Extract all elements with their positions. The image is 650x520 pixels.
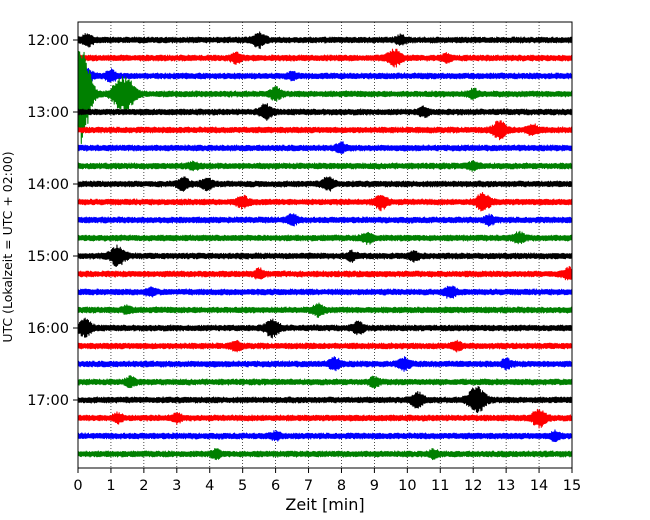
x-tick-label: 6 bbox=[271, 478, 280, 494]
trace-line-11 bbox=[77, 230, 573, 246]
y-axis-label: UTC (Lokalzeit = UTC + 02:00) bbox=[0, 151, 15, 342]
trace-line-1 bbox=[77, 48, 573, 68]
x-tick-label: 15 bbox=[563, 478, 581, 494]
x-tick-label: 5 bbox=[238, 478, 247, 494]
x-axis-label: Zeit [min] bbox=[285, 495, 364, 514]
y-tick-label: 17:00 bbox=[27, 393, 69, 409]
x-tick-label: 12 bbox=[464, 478, 482, 494]
x-tick-label: 0 bbox=[73, 478, 82, 494]
trace-line-4 bbox=[77, 103, 573, 121]
trace-line-17 bbox=[77, 339, 573, 353]
trace-line-21 bbox=[77, 408, 573, 429]
y-tick-label: 15:00 bbox=[27, 249, 69, 265]
x-axis-ticks: 0 1 2 3 4 5 6 7 8 9 10 11 12 13 14 15 bbox=[73, 468, 581, 494]
trace-line-13 bbox=[77, 265, 573, 281]
trace-line-22 bbox=[77, 429, 573, 443]
x-tick-label: 7 bbox=[304, 478, 313, 494]
x-tick-label: 13 bbox=[497, 478, 515, 494]
trace-line-0 bbox=[77, 31, 573, 50]
trace-line-19 bbox=[77, 375, 573, 389]
trace-line-3 bbox=[77, 50, 573, 145]
plot-frame bbox=[77, 21, 573, 469]
x-tick-label: 11 bbox=[431, 478, 449, 494]
trace-line-2 bbox=[77, 66, 573, 86]
x-tick-label: 3 bbox=[172, 478, 181, 494]
trace-line-7 bbox=[77, 160, 573, 172]
trace-line-9 bbox=[77, 192, 573, 212]
y-tick-label: 16:00 bbox=[27, 321, 69, 337]
x-tick-label: 10 bbox=[398, 478, 416, 494]
trace-line-18 bbox=[77, 356, 573, 372]
trace-layer bbox=[77, 31, 573, 461]
trace-line-6 bbox=[77, 141, 573, 154]
y-tick-label: 14:00 bbox=[27, 177, 69, 193]
x-tick-label: 8 bbox=[337, 478, 346, 494]
x-tick-label: 2 bbox=[139, 478, 148, 494]
trace-line-15 bbox=[77, 302, 573, 318]
x-tick-label: 1 bbox=[106, 478, 115, 494]
trace-line-16 bbox=[77, 317, 573, 339]
x-tick-label: 4 bbox=[205, 478, 214, 494]
trace-line-8 bbox=[77, 176, 573, 192]
y-tick-label: 12:00 bbox=[27, 33, 69, 49]
trace-line-23 bbox=[77, 447, 573, 461]
y-axis-ticks: 12:00 13:00 14:00 15:00 16:00 17:00 bbox=[27, 33, 78, 409]
x-tick-label: 9 bbox=[370, 478, 379, 494]
trace-line-14 bbox=[77, 285, 573, 299]
y-tick-label: 13:00 bbox=[27, 105, 69, 121]
trace-line-10 bbox=[77, 213, 573, 227]
trace-line-20 bbox=[77, 385, 573, 414]
grid-lines bbox=[110, 22, 540, 468]
trace-line-5 bbox=[77, 120, 573, 141]
x-tick-label: 14 bbox=[530, 478, 548, 494]
trace-line-12 bbox=[77, 244, 573, 267]
